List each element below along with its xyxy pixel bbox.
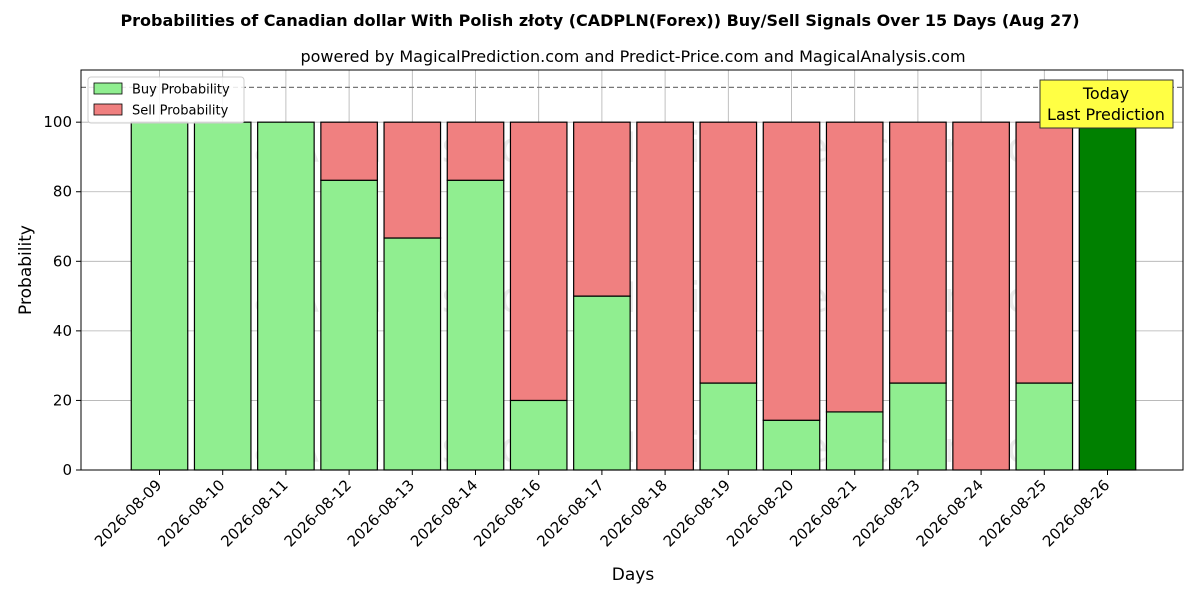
buy-bar	[762, 419, 821, 471]
sell-bar	[509, 121, 568, 402]
legend-buy-swatch	[93, 82, 123, 95]
sell-bar	[889, 121, 947, 384]
today-label: Today	[1082, 84, 1129, 103]
legend-box	[87, 76, 245, 124]
legend: Buy Probability Sell Probability	[87, 76, 245, 124]
buy-bar	[573, 295, 631, 471]
x-tick-label: 2026-08-24	[913, 476, 987, 550]
y-tick-label: 100	[43, 113, 72, 131]
buy-bar	[383, 237, 442, 471]
x-tick-label: 2026-08-10	[154, 476, 228, 550]
x-tick-label: 2026-08-23	[849, 476, 923, 550]
sell-bar	[446, 121, 505, 181]
y-axis-label: Probability	[16, 225, 36, 315]
x-tick-label: 2026-08-21	[786, 476, 860, 550]
sell-bar	[699, 121, 758, 384]
buy-bar	[509, 399, 568, 471]
y-tick-label: 0	[62, 461, 72, 479]
x-tick-label: 2026-08-19	[660, 476, 734, 550]
y-tick-label: 60	[53, 252, 72, 270]
y-tick-label: 20	[53, 391, 72, 409]
buy-bar	[699, 382, 758, 471]
x-tick-label: 2026-08-14	[407, 476, 481, 550]
x-tick-label: 2026-08-11	[217, 476, 291, 550]
last-prediction-label: Last Prediction	[1047, 105, 1165, 124]
sell-bar	[825, 121, 884, 413]
sell-bar	[636, 121, 694, 471]
buy-bar	[1015, 382, 1074, 471]
today-annotation: Today Last Prediction	[1039, 79, 1174, 129]
y-tick-label: 80	[53, 183, 72, 201]
plot-frame	[80, 69, 1184, 471]
buy-bar	[257, 121, 315, 471]
chart-title: Probabilities of Canadian dollar With Po…	[120, 11, 1079, 30]
x-axis: 2026-08-092026-08-102026-08-112026-08-12…	[91, 470, 1113, 550]
buy-bar	[320, 179, 378, 471]
buy-bar	[193, 121, 252, 471]
x-tick-label: 2026-08-12	[281, 476, 355, 550]
x-axis-label: Days	[612, 565, 655, 585]
sell-bar	[573, 121, 631, 297]
sell-bar	[1015, 121, 1074, 384]
legend-buy-label: Buy Probability	[132, 83, 230, 98]
x-tick-label: 2026-08-09	[91, 476, 165, 550]
bars	[130, 121, 1137, 471]
buy-bar	[825, 411, 884, 471]
x-tick-label: 2026-08-13	[344, 476, 418, 550]
sell-bar	[320, 121, 378, 181]
x-tick-label: 2026-08-18	[597, 476, 671, 550]
buy-bar	[130, 121, 189, 471]
buy-bar	[889, 382, 947, 471]
chart-subtitle: powered by MagicalPrediction.com and Pre…	[300, 47, 965, 66]
legend-sell-swatch	[93, 103, 123, 116]
buy-bar	[446, 179, 505, 471]
y-axis: 0 20 40 60 80 100	[43, 113, 81, 479]
today-box	[1039, 79, 1174, 129]
x-tick-label: 2026-08-20	[723, 476, 797, 550]
sell-bar	[952, 121, 1010, 471]
sell-bar	[762, 121, 821, 421]
sell-bar	[383, 121, 442, 239]
y-tick-label: 40	[53, 322, 72, 340]
x-tick-label: 2026-08-26	[1039, 476, 1113, 550]
legend-sell-label: Sell Probability	[132, 104, 229, 119]
x-tick-label: 2026-08-17	[533, 476, 607, 550]
x-tick-label: 2026-08-16	[470, 476, 544, 550]
buy-bar	[1078, 121, 1137, 471]
x-tick-label: 2026-08-25	[976, 476, 1050, 550]
